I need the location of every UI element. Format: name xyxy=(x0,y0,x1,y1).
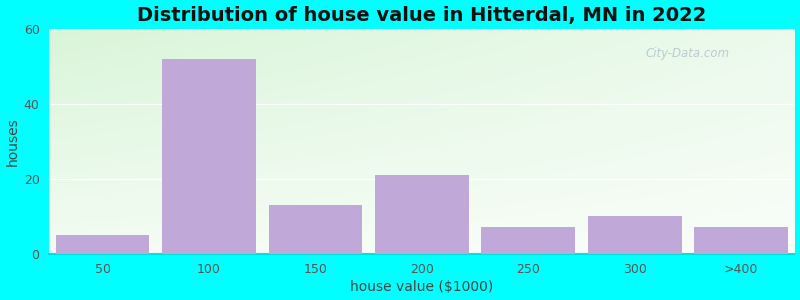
Bar xyxy=(694,227,788,254)
Title: Distribution of house value in Hitterdal, MN in 2022: Distribution of house value in Hitterdal… xyxy=(137,6,706,25)
Bar xyxy=(375,175,469,254)
Bar xyxy=(588,216,682,254)
Text: City-Data.com: City-Data.com xyxy=(646,47,730,60)
Bar xyxy=(56,235,150,254)
X-axis label: house value ($1000): house value ($1000) xyxy=(350,280,494,294)
Y-axis label: houses: houses xyxy=(6,117,19,166)
Bar xyxy=(162,59,256,254)
Bar xyxy=(482,227,575,254)
Bar xyxy=(269,205,362,254)
